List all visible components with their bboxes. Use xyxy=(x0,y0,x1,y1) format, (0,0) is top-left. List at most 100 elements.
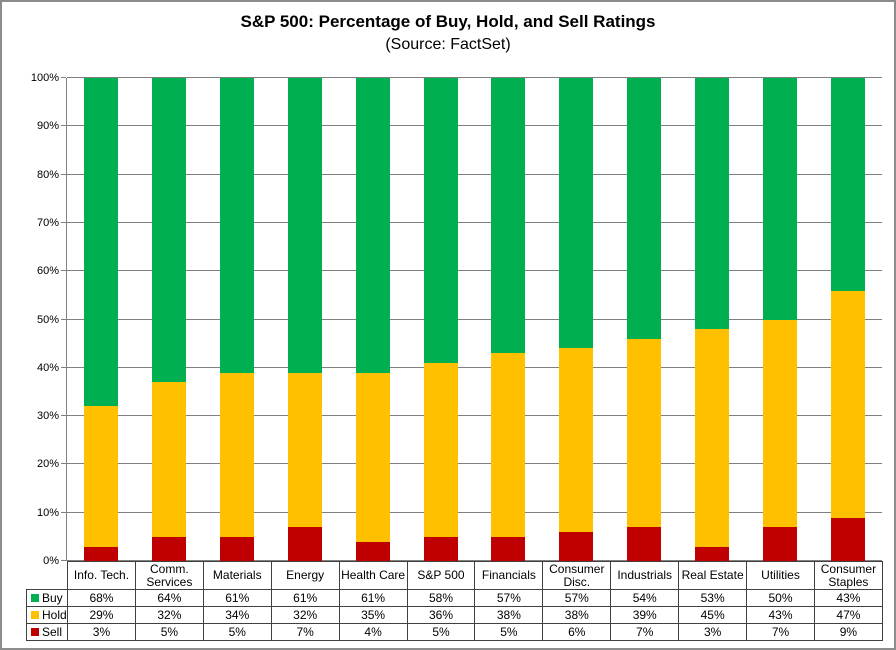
bar-segment-hold-comm-services xyxy=(151,382,186,537)
legend-swatch-buy-icon xyxy=(31,594,39,602)
value-sell-financials: 5% xyxy=(474,623,544,641)
y-axis-tick xyxy=(61,560,66,561)
legend-cell-sell: Sell xyxy=(26,623,68,641)
category-header-s-p-500: S&P 500 xyxy=(406,561,476,590)
y-axis-label: 0% xyxy=(43,555,59,567)
category-header-financials: Financials xyxy=(474,561,544,590)
value-hold-utilities: 43% xyxy=(746,606,815,624)
bar-info-tech xyxy=(67,78,135,561)
table-row-sell: Sell 3% 5% 5% 7% 4% 5% 5% 6% 7% 3% 7% 9% xyxy=(26,623,883,641)
gridline-100 xyxy=(67,77,882,78)
value-hold-comm-services: 32% xyxy=(134,606,204,624)
bar-s-p-500 xyxy=(407,78,475,561)
bar-segment-sell-health-care xyxy=(355,541,390,561)
bar-segment-buy-utilities xyxy=(763,78,798,320)
bar-utilities xyxy=(746,78,814,561)
bar-consumer-staples xyxy=(814,78,882,561)
bar-segment-hold-consumer-staples xyxy=(831,290,865,518)
category-header-comm-services: Comm. Services xyxy=(134,561,204,590)
category-header-industrials: Industrials xyxy=(610,561,680,590)
value-buy-materials: 61% xyxy=(202,589,272,607)
gridline-40 xyxy=(67,366,882,368)
value-sell-comm-services: 5% xyxy=(134,623,204,641)
category-header-utilities: Utilities xyxy=(746,561,815,590)
bar-segment-sell-consumer-disc xyxy=(559,532,594,561)
category-header-health-care: Health Care xyxy=(338,561,408,590)
bar-stack-consumer-staples xyxy=(831,78,865,561)
y-axis-label: 70% xyxy=(36,216,59,229)
bar-segment-buy-health-care xyxy=(355,78,390,373)
y-axis-tick xyxy=(61,415,66,417)
bar-comm-services xyxy=(135,78,203,561)
y-axis-tick xyxy=(61,511,66,513)
gridline-60 xyxy=(67,270,882,272)
bar-segment-hold-consumer-disc xyxy=(559,348,594,532)
bar-segment-buy-financials xyxy=(491,78,526,354)
y-axis-tick xyxy=(61,270,66,272)
bar-segment-buy-industrials xyxy=(627,78,662,339)
y-axis-label: 60% xyxy=(36,265,59,278)
bar-segment-sell-utilities xyxy=(763,527,798,561)
bar-health-care xyxy=(339,78,407,561)
bar-segment-hold-industrials xyxy=(627,338,662,528)
table-corner-cell xyxy=(27,562,68,590)
bar-segment-buy-energy xyxy=(287,78,322,373)
bar-segment-buy-materials xyxy=(219,78,254,373)
legend-cell-buy: Buy xyxy=(26,589,68,607)
value-buy-real-estate: 53% xyxy=(678,589,748,607)
gridline-20 xyxy=(67,463,882,465)
bar-financials xyxy=(475,78,543,561)
legend-sell: Sell xyxy=(28,624,66,639)
gridline-0 xyxy=(67,560,882,561)
legend-hold: Hold xyxy=(28,608,67,622)
gridline-70 xyxy=(67,221,882,223)
value-buy-industrials: 54% xyxy=(610,589,680,607)
legend-swatch-sell-icon xyxy=(31,628,39,636)
bar-segment-buy-s-p-500 xyxy=(423,78,458,363)
value-buy-consumer-staples: 43% xyxy=(813,589,883,607)
legend-label-buy: Buy xyxy=(42,590,63,605)
legend-swatch-hold-icon xyxy=(31,611,39,619)
y-axis-label: 100% xyxy=(30,72,59,84)
value-hold-info-tech: 29% xyxy=(67,606,136,624)
legend-label-sell: Sell xyxy=(42,624,63,639)
value-hold-consumer-disc: 38% xyxy=(542,606,612,624)
bar-stack-real-estate xyxy=(695,78,730,561)
value-buy-financials: 57% xyxy=(474,589,544,607)
value-buy-utilities: 50% xyxy=(746,589,815,607)
value-sell-consumer-staples: 9% xyxy=(813,623,883,641)
bar-stack-energy xyxy=(287,78,322,561)
bar-materials xyxy=(203,78,271,561)
bar-segment-hold-financials xyxy=(491,353,526,537)
value-hold-materials: 34% xyxy=(202,606,272,624)
gridline-30 xyxy=(67,415,882,417)
value-sell-materials: 5% xyxy=(202,623,272,641)
value-sell-energy: 7% xyxy=(270,623,340,641)
y-axis-label: 30% xyxy=(36,410,59,423)
bar-segment-sell-consumer-staples xyxy=(831,517,865,561)
y-axis-label: 40% xyxy=(36,361,59,374)
value-buy-comm-services: 64% xyxy=(134,589,204,607)
gridline-80 xyxy=(67,173,882,175)
bar-energy xyxy=(271,78,339,561)
bar-segment-sell-real-estate xyxy=(695,546,730,561)
y-axis-tick xyxy=(61,463,66,465)
value-sell-info-tech: 3% xyxy=(67,623,136,641)
bar-stack-info-tech xyxy=(83,78,118,561)
value-hold-financials: 38% xyxy=(474,606,544,624)
bar-segment-sell-financials xyxy=(491,536,526,561)
value-buy-health-care: 61% xyxy=(338,589,408,607)
bar-segment-hold-energy xyxy=(287,372,322,528)
bar-segment-hold-materials xyxy=(219,372,254,537)
bar-consumer-disc xyxy=(542,78,610,561)
category-header-consumer-staples: Consumer Staples xyxy=(813,561,883,590)
bar-stack-health-care xyxy=(355,78,390,561)
bar-stack-consumer-disc xyxy=(559,78,594,561)
bar-industrials xyxy=(610,78,678,561)
ratings-table: Info. Tech. Comm. Services Materials Energy… xyxy=(26,561,883,641)
y-axis-label: 50% xyxy=(36,313,59,326)
value-buy-consumer-disc: 57% xyxy=(542,589,612,607)
bar-stack-comm-services xyxy=(151,78,186,561)
bar-segment-sell-materials xyxy=(219,536,254,561)
